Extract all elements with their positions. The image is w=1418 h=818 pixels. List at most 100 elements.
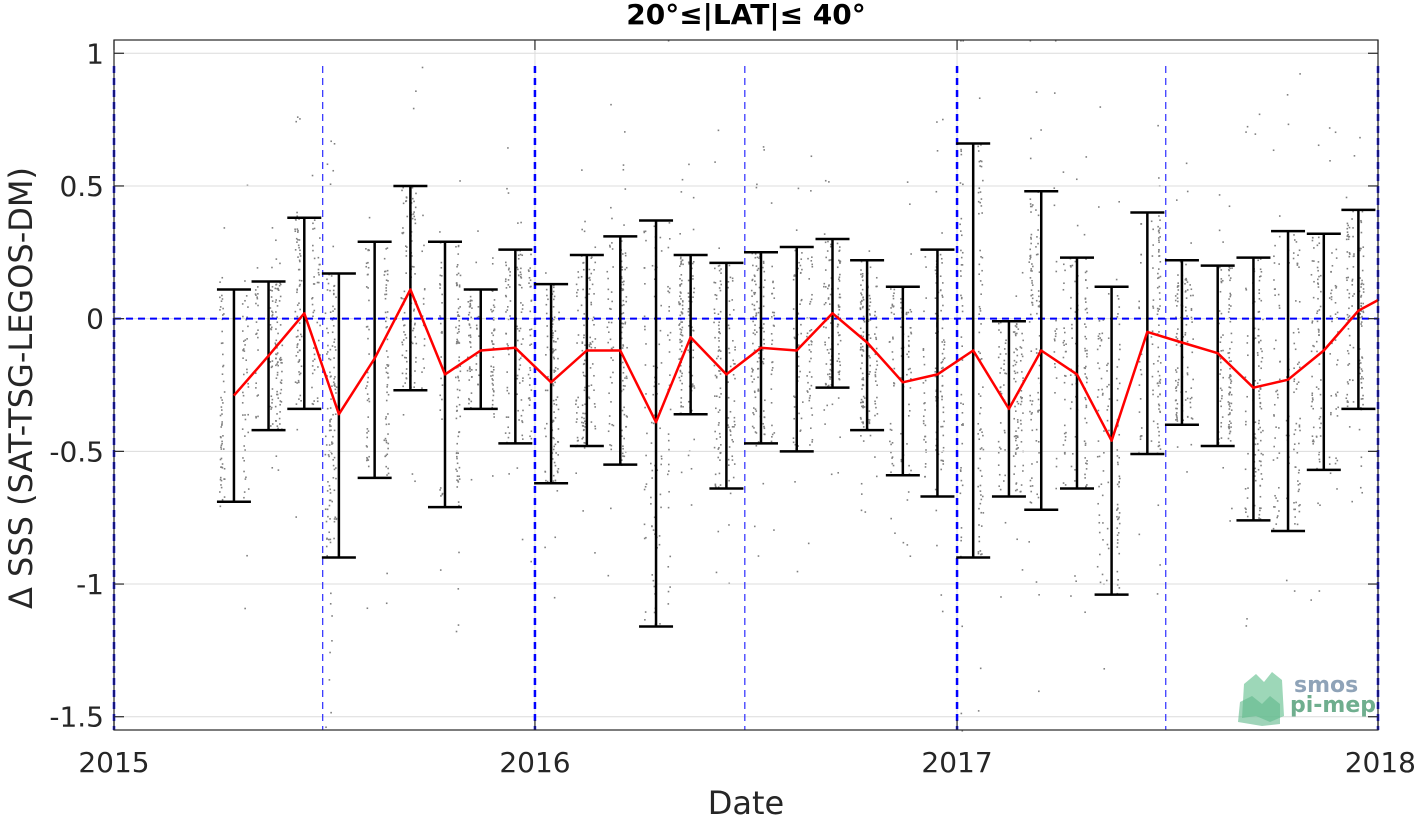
scatter-point	[401, 341, 403, 344]
scatter-point	[521, 434, 524, 437]
scatter-point	[1016, 348, 1018, 351]
scatter-point	[622, 322, 624, 325]
scatter-point	[516, 467, 519, 469]
scatter-point	[1035, 348, 1038, 350]
scatter-point	[909, 308, 912, 311]
scatter-point	[557, 337, 559, 340]
scatter-point	[254, 289, 257, 291]
scatter-point	[859, 308, 862, 311]
scatter-point	[828, 352, 830, 354]
scatter-point	[1084, 473, 1086, 476]
scatter-point	[874, 456, 876, 458]
scatter-point	[679, 379, 682, 382]
scatter-point	[295, 516, 298, 518]
scatter-point	[423, 288, 426, 291]
scatter-point	[1096, 396, 1099, 398]
scatter-point	[298, 246, 300, 249]
scatter-point	[506, 386, 509, 389]
scatter-point	[714, 484, 717, 487]
scatter-point	[325, 545, 328, 548]
scatter-point	[552, 298, 555, 301]
scatter-point	[387, 472, 390, 475]
scatter-point	[475, 369, 477, 371]
scatter-point	[456, 470, 458, 472]
scatter-point	[544, 546, 546, 549]
scatter-point	[660, 506, 662, 509]
scatter-point	[1030, 418, 1032, 421]
scatter-point	[1015, 323, 1018, 326]
scatter-point	[1116, 539, 1119, 541]
scatter-point	[1159, 236, 1161, 238]
scatter-point	[593, 403, 596, 405]
scatter-point	[1219, 400, 1222, 402]
scatter-point	[556, 490, 559, 492]
scatter-point	[221, 466, 224, 469]
scatter-point	[1358, 428, 1361, 431]
scatter-point	[653, 225, 656, 228]
scatter-point	[811, 293, 813, 296]
scatter-point	[328, 499, 331, 502]
scatter-point	[507, 436, 510, 439]
scatter-point	[456, 332, 459, 334]
scatter-point	[455, 245, 457, 248]
scatter-point	[1100, 338, 1103, 341]
scatter-point	[458, 284, 461, 287]
scatter-point	[713, 321, 715, 324]
scatter-point	[807, 391, 809, 393]
scatter-point	[590, 301, 592, 304]
scatter-point	[875, 475, 878, 478]
scatter-point	[753, 293, 756, 296]
scatter-point	[1219, 341, 1222, 343]
scatter-point	[608, 415, 611, 417]
scatter-point	[555, 341, 557, 343]
scatter-point	[1139, 369, 1142, 371]
scatter-point	[1360, 283, 1363, 286]
scatter-point	[1031, 403, 1033, 406]
scatter-point	[906, 499, 909, 501]
scatter-point	[328, 444, 331, 446]
scatter-point	[1347, 364, 1349, 366]
scatter-point	[893, 292, 895, 295]
scatter-point	[623, 413, 626, 416]
scatter-point	[1262, 318, 1264, 321]
scatter-point	[666, 473, 669, 476]
scatter-point	[680, 375, 683, 377]
scatter-point	[645, 454, 647, 457]
scatter-point	[270, 296, 273, 298]
scatter-point	[1158, 308, 1161, 310]
scatter-point	[860, 509, 863, 512]
scatter-point	[797, 344, 800, 346]
scatter-point	[860, 269, 862, 271]
scatter-point	[680, 397, 683, 399]
scatter-point	[581, 228, 583, 231]
scatter-point	[754, 275, 756, 278]
scatter-point	[519, 327, 522, 330]
scatter-point	[270, 395, 273, 398]
scatter-point	[1099, 337, 1101, 339]
scatter-point	[411, 197, 414, 200]
scatter-point	[668, 291, 671, 294]
scatter-point	[771, 436, 773, 438]
scatter-point	[861, 388, 863, 390]
scatter-point	[875, 338, 878, 341]
scatter-point	[729, 434, 732, 436]
scatter-point	[546, 480, 549, 483]
scatter-point	[861, 421, 864, 423]
scatter-point	[1085, 468, 1088, 470]
scatter-point	[861, 362, 863, 364]
scatter-point	[366, 393, 369, 395]
scatter-point	[982, 386, 984, 388]
scatter-point	[1245, 625, 1248, 627]
scatter-point	[838, 353, 840, 355]
scatter-point	[1337, 406, 1339, 409]
scatter-point	[477, 306, 480, 308]
scatter-point	[979, 490, 982, 492]
scatter-point	[827, 373, 829, 376]
scatter-point	[960, 294, 962, 297]
scatter-point	[939, 390, 942, 393]
scatter-point	[367, 261, 369, 264]
scatter-point	[1174, 387, 1177, 390]
scatter-point	[1310, 599, 1312, 601]
scatter-point	[715, 395, 718, 398]
scatter-point	[220, 444, 223, 447]
